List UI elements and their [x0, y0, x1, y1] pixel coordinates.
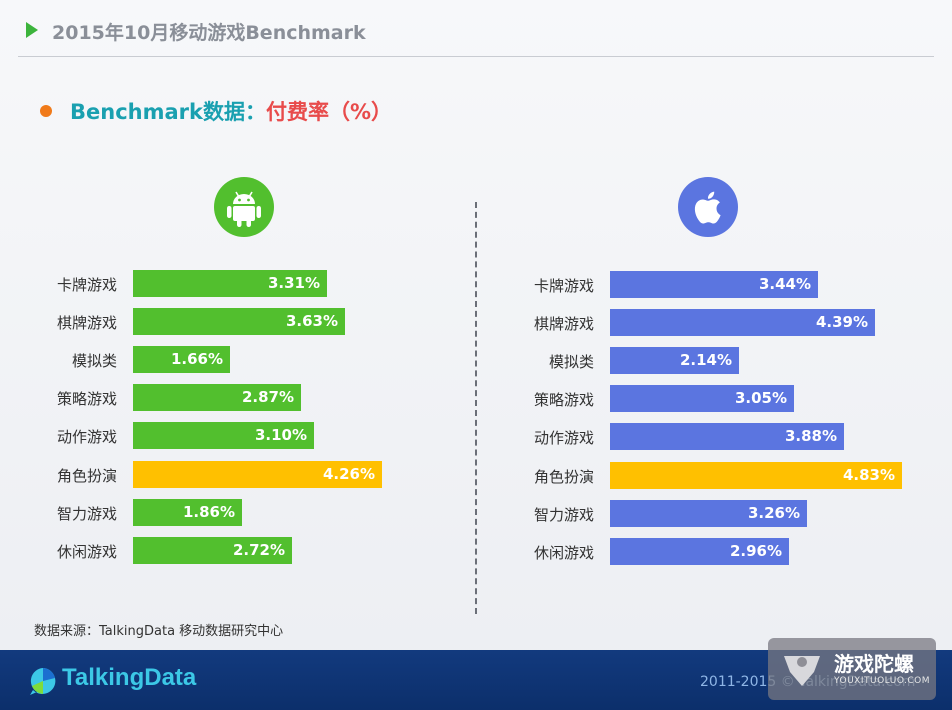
ios-bar-value-label: 3.88% [784, 427, 837, 445]
ios-bar [610, 538, 789, 565]
apple-icon [678, 177, 738, 237]
ios-bar [610, 271, 818, 298]
android-bar [133, 422, 314, 449]
ios-category-label: 智力游戏 [533, 506, 594, 524]
watermark-name: 游戏陀螺 [834, 652, 914, 676]
android-bar-value-label: 1.86% [182, 503, 235, 521]
android-bar-value-label: 4.26% [322, 465, 375, 483]
ios-bar-value-label: 4.39% [815, 313, 868, 331]
play-triangle-icon [26, 22, 38, 38]
android-bar [133, 537, 292, 564]
ios-category-label: 休闲游戏 [533, 544, 594, 562]
ios-bar-value-label: 2.14% [679, 351, 732, 369]
ios-bar-value-label: 4.83% [842, 466, 895, 484]
ios-bar [610, 385, 794, 412]
subtitle-metric: 付费率（%） [265, 100, 393, 124]
android-category-label: 模拟类 [71, 352, 117, 370]
subtitle-prefix: Benchmark数据： [70, 100, 266, 124]
brand-name: TalkingData [62, 664, 197, 691]
android-bar-value-label: 3.10% [254, 426, 307, 444]
android-icon [214, 177, 274, 237]
android-category-label: 策略游戏 [56, 390, 117, 408]
data-source: 数据来源：TalkingData 移动数据研究中心 [34, 624, 284, 639]
ios-category-label: 卡牌游戏 [533, 277, 594, 295]
android-bar [133, 346, 230, 373]
section-subtitle: Benchmark数据：付费率（%） [40, 96, 392, 126]
ios-bar [610, 347, 739, 374]
ios-bar [610, 500, 807, 527]
android-bar [133, 308, 345, 335]
ios-bar-value-label: 3.26% [747, 504, 800, 522]
header-divider [18, 56, 934, 57]
talkingdata-logo-icon [30, 668, 56, 695]
ios-bar-value-label: 2.96% [729, 542, 782, 560]
ios-category-label: 角色扮演 [533, 468, 594, 486]
android-category-label: 卡牌游戏 [56, 276, 117, 294]
android-bar-value-label: 2.72% [232, 541, 285, 559]
android-bar [133, 270, 327, 297]
page-header: 2015年10月移动游戏Benchmark [0, 0, 952, 58]
watermark-logo-icon [784, 656, 820, 686]
bullet-dot-icon [40, 105, 52, 117]
ios-bar-value-label: 3.05% [734, 389, 787, 407]
android-category-label: 棋牌游戏 [56, 314, 117, 332]
android-category-label: 休闲游戏 [56, 543, 117, 561]
ios-bar [610, 423, 844, 450]
page-title: 2015年10月移动游戏Benchmark [52, 22, 366, 44]
ios-bar [610, 462, 902, 489]
ios-bar-value-label: 3.44% [758, 275, 811, 293]
android-bar-value-label: 2.87% [241, 388, 294, 406]
center-divider [475, 202, 477, 614]
android-bar [133, 499, 242, 526]
ios-category-label: 棋牌游戏 [533, 315, 594, 333]
android-category-label: 动作游戏 [56, 428, 117, 446]
watermark-site: YOUXITUOLUO.COM [834, 676, 931, 686]
android-bar [133, 461, 382, 488]
ios-category-label: 模拟类 [548, 353, 594, 371]
android-category-label: 智力游戏 [56, 505, 117, 523]
ios-category-label: 动作游戏 [533, 429, 594, 447]
android-bar-value-label: 1.66% [170, 350, 223, 368]
android-bar [133, 384, 301, 411]
android-category-label: 角色扮演 [56, 467, 117, 485]
watermark: 游戏陀螺 YOUXITUOLUO.COM [768, 638, 936, 700]
ios-category-label: 策略游戏 [533, 391, 594, 409]
android-bar-value-label: 3.31% [267, 274, 320, 292]
android-bar-value-label: 3.63% [285, 312, 338, 330]
ios-bar [610, 309, 875, 336]
